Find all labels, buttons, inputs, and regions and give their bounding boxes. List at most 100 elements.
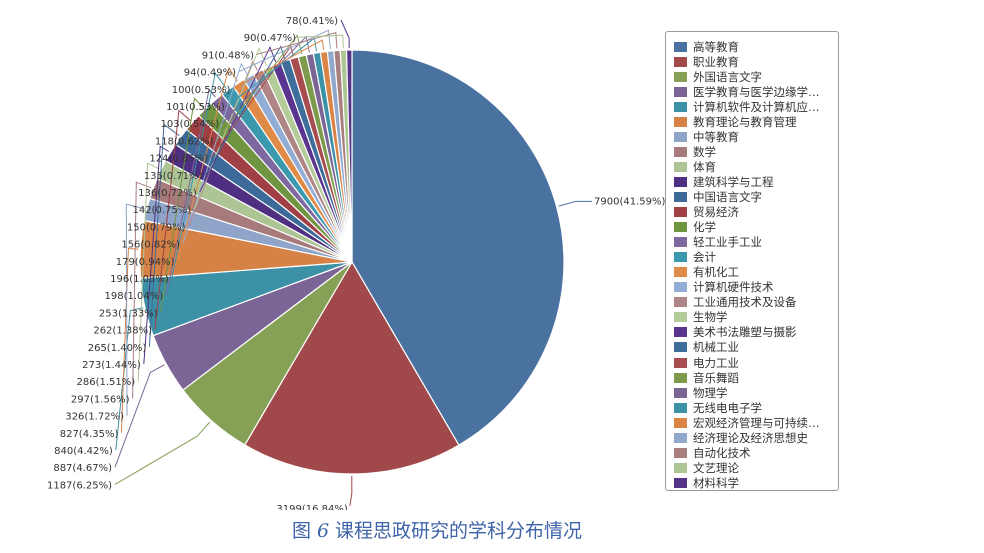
leader-line xyxy=(137,162,160,382)
legend-item[interactable]: 工业通用技术及设备 xyxy=(674,295,838,310)
legend-item[interactable]: 机械工业 xyxy=(674,340,838,355)
legend-item[interactable]: 物理学 xyxy=(674,385,838,400)
legend-item[interactable]: 无线电电子学 xyxy=(674,400,838,415)
legend-swatch xyxy=(674,116,687,127)
legend-item[interactable]: 电力工业 xyxy=(674,355,838,370)
legend-swatch xyxy=(674,131,687,142)
legend-swatch xyxy=(674,176,687,187)
legend-item[interactable]: 建筑科学与工程 xyxy=(674,174,838,189)
slice-label: 3199(16.84%) xyxy=(276,504,347,510)
leader-line xyxy=(233,39,325,90)
slice-label: 326(1.72%) xyxy=(65,412,124,423)
figure-number: 6 xyxy=(316,520,330,542)
legend-label: 自动化技术 xyxy=(693,445,751,460)
slice-label: 118(0.62%) xyxy=(155,136,214,147)
leader-line xyxy=(160,97,204,313)
legend-item[interactable]: 中等教育 xyxy=(674,129,838,144)
leader-line xyxy=(176,66,238,261)
legend-label: 音乐舞蹈 xyxy=(693,370,739,385)
leader-line xyxy=(238,29,331,73)
slice-label: 136(0.72%) xyxy=(138,188,197,199)
legend-item[interactable]: 音乐舞蹈 xyxy=(674,370,838,385)
legend-label: 计算机软件及计算机应… xyxy=(693,99,820,114)
slice-label: 840(4.42%) xyxy=(54,446,113,457)
leader-line xyxy=(154,109,192,330)
legend-item[interactable]: 职业教育 xyxy=(674,54,838,69)
legend-item[interactable]: 计算机软件及计算机应… xyxy=(674,99,838,114)
legend-label: 会计 xyxy=(693,250,716,265)
slice-label: 91(0.48%) xyxy=(202,50,254,61)
legend-swatch xyxy=(674,146,687,157)
legend-swatch xyxy=(674,56,687,67)
legend-label: 高等教育 xyxy=(693,39,739,54)
legend-item[interactable]: 材料科学 xyxy=(674,475,838,490)
legend-item[interactable]: 高等教育 xyxy=(674,39,838,54)
legend-swatch xyxy=(674,71,687,82)
pie-chart: 7900(41.59%) 3199(16.84%) 1187(6.25%) 887(4… xyxy=(47,16,666,510)
slice-label: 1187(6.25%) xyxy=(47,480,112,491)
leader-line xyxy=(298,34,344,49)
pie-slice xyxy=(243,260,460,475)
leader-line xyxy=(143,145,170,365)
legend-item[interactable]: 化学 xyxy=(674,220,838,235)
legend-label: 医学教育与医学边缘学… xyxy=(693,84,820,99)
leader-line xyxy=(148,123,180,347)
leader-line xyxy=(216,34,303,141)
slice-label: 198(1.04%) xyxy=(105,291,164,302)
legend-item[interactable]: 中国语言文字 xyxy=(674,189,838,204)
legend-label: 经济理论及经济思想史 xyxy=(693,430,808,445)
legend-item[interactable]: 经济理论及经济思想史 xyxy=(674,430,838,445)
legend-item[interactable]: 医学教育与医学边缘学… xyxy=(674,84,838,99)
slice-labels: 7900(41.59%) 3199(16.84%) 1187(6.25%) 887(4… xyxy=(47,16,666,510)
legend-item[interactable]: 有机化工 xyxy=(674,265,838,280)
legend-item[interactable]: 轻工业手工业 xyxy=(674,235,838,250)
pie-slices xyxy=(139,49,565,475)
legend-item[interactable]: 生物学 xyxy=(674,310,838,325)
leader-line xyxy=(340,19,350,49)
legend-label: 外国语言文字 xyxy=(693,69,762,84)
slice-label: 286(1.51%) xyxy=(77,377,136,388)
slice-label: 273(1.44%) xyxy=(82,360,141,371)
legend-label: 体育 xyxy=(693,159,716,174)
slice-label: 103(0.54%) xyxy=(161,119,220,130)
legend-item[interactable]: 宏观经济管理与可持续… xyxy=(674,415,838,430)
slice-label: 150(0.79%) xyxy=(127,222,186,233)
legend-item[interactable]: 文艺理论 xyxy=(674,460,838,475)
leader-line xyxy=(165,88,216,296)
legend-swatch xyxy=(674,207,687,218)
legend-label: 材料科学 xyxy=(693,475,739,490)
legend-swatch xyxy=(674,222,687,233)
slice-label: 142(0.75%) xyxy=(133,205,192,216)
slice-label: 100(0.53%) xyxy=(172,85,231,96)
legend-swatch xyxy=(674,297,687,308)
slice-label: 179(0.94%) xyxy=(116,257,175,268)
legend-label: 数学 xyxy=(693,144,716,159)
legend-item[interactable]: 会计 xyxy=(674,250,838,265)
legend-label: 美术书法雕塑与摄影 xyxy=(693,325,797,340)
legend-item[interactable]: 教育理论与教育管理 xyxy=(674,114,838,129)
legend-swatch xyxy=(674,402,687,413)
legend-item[interactable]: 外国语言文字 xyxy=(674,69,838,84)
legend-label: 建筑科学与工程 xyxy=(693,174,774,189)
legend-swatch xyxy=(674,447,687,458)
legend-label: 职业教育 xyxy=(693,54,739,69)
legend-swatch xyxy=(674,372,687,383)
legend-label: 中等教育 xyxy=(693,129,739,144)
legend-item[interactable]: 贸易经济 xyxy=(674,205,838,220)
label-leader-lines xyxy=(114,19,592,507)
legend-item[interactable]: 美术书法雕塑与摄影 xyxy=(674,325,838,340)
legend-item[interactable]: 数学 xyxy=(674,144,838,159)
leader-line xyxy=(204,45,286,176)
legend-swatch xyxy=(674,417,687,428)
legend-item[interactable]: 自动化技术 xyxy=(674,445,838,460)
legend-item[interactable]: 体育 xyxy=(674,159,838,174)
legend-label: 电力工业 xyxy=(693,355,739,370)
legend-label: 有机化工 xyxy=(693,265,739,280)
leader-line xyxy=(125,203,145,416)
legend-swatch xyxy=(674,267,687,278)
legend-label: 物理学 xyxy=(693,385,728,400)
legend-label: 文艺理论 xyxy=(693,460,739,475)
leader-line xyxy=(171,72,227,279)
legend-swatch xyxy=(674,462,687,473)
legend-item[interactable]: 计算机硬件技术 xyxy=(674,280,838,295)
